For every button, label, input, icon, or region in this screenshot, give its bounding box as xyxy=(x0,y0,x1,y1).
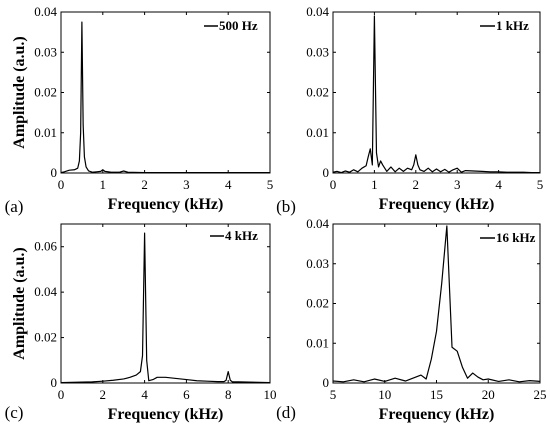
y-tick-label: 0.06 xyxy=(34,239,57,254)
chart-panel-4: 5 10 15 20 25 0 0.01 0.02 0.03 0.04 Frequency (kHz… xyxy=(276,216,546,423)
y-tick-label: 0.03 xyxy=(306,44,329,59)
legend-entry: 500 Hz xyxy=(219,18,258,33)
y-tick-label: 0.01 xyxy=(34,125,57,140)
chart-panel-3: 0 2 4 6 8 10 0 0.02 0.04 0.06 Frequency (kHz) Ampli… xyxy=(5,223,277,423)
y-tick-label: 0 xyxy=(51,165,58,180)
y-tick-label: 0.02 xyxy=(34,85,57,100)
series-line-1 xyxy=(60,21,270,174)
x-axis-label: Frequency (kHz) xyxy=(108,196,224,213)
y-tick-label: 0.04 xyxy=(34,4,57,19)
y-tick-label: 0.04 xyxy=(306,4,329,19)
x-tick-label: 1 xyxy=(100,177,107,192)
x-tick-label: 0 xyxy=(58,387,65,402)
x-axis-label: Frequency (kHz) xyxy=(379,196,495,213)
plot-frame xyxy=(60,11,271,174)
x-axis-label: Frequency (kHz) xyxy=(108,406,224,423)
legend-entry: 4 kHz xyxy=(225,228,258,243)
x-tick-label: 5 xyxy=(537,177,544,192)
panel-label: (b) xyxy=(276,197,296,216)
x-tick-label: 10 xyxy=(264,387,277,402)
x-tick-label: 0 xyxy=(58,177,65,192)
x-tick-label: 15 xyxy=(430,387,443,402)
x-tick-label: 4 xyxy=(141,387,148,402)
x-tick-label: 0 xyxy=(330,177,337,192)
panel-label: (c) xyxy=(5,403,24,422)
y-tick-label: 0.03 xyxy=(34,44,57,59)
y-axis-label: Amplitude (a.u.) xyxy=(11,36,28,148)
x-tick-label: 1 xyxy=(371,177,378,192)
y-tick-label: 0.02 xyxy=(306,296,329,311)
series-line-1 xyxy=(332,15,540,174)
x-tick-label: 2 xyxy=(100,387,107,402)
x-tick-label: 5 xyxy=(267,177,274,192)
plot-frame xyxy=(60,223,271,384)
x-tick-label: 3 xyxy=(454,177,461,192)
x-tick-label: 10 xyxy=(378,387,391,402)
x-tick-label: 4 xyxy=(495,177,502,192)
y-tick-label: 0.02 xyxy=(34,330,57,345)
plot-frame xyxy=(332,11,541,174)
series-line-1 xyxy=(332,225,541,383)
panel-label: (d) xyxy=(276,403,296,422)
y-tick-label: 0.01 xyxy=(306,335,329,350)
x-tick-label: 5 xyxy=(330,387,337,402)
x-tick-label: 4 xyxy=(225,177,232,192)
y-tick-label: 0.04 xyxy=(306,216,329,231)
y-tick-label: 0 xyxy=(323,165,330,180)
y-tick-label: 0.03 xyxy=(306,256,329,271)
plot-frame xyxy=(332,223,541,384)
x-tick-label: 6 xyxy=(183,387,190,402)
x-tick-label: 25 xyxy=(534,387,547,402)
series-line-1 xyxy=(60,232,271,384)
panel-label: (a) xyxy=(5,197,24,216)
y-tick-label: 0.01 xyxy=(306,125,329,140)
x-tick-label: 8 xyxy=(225,387,232,402)
y-tick-label: 0.04 xyxy=(34,284,57,299)
x-tick-label: 20 xyxy=(482,387,495,402)
y-tick-label: 0 xyxy=(51,375,58,390)
x-tick-label: 2 xyxy=(141,177,148,192)
y-tick-label: 0 xyxy=(323,375,330,390)
y-tick-label: 0.02 xyxy=(306,85,329,100)
legend-entry: 16 kHz xyxy=(496,230,536,245)
x-tick-label: 3 xyxy=(183,177,190,192)
chart-panel-1: 0 1 2 3 4 5 0 0.01 0.02 0.03 0.04 Frequency (kHz) Am… xyxy=(5,4,274,216)
legend-entry: 1 kHz xyxy=(496,18,529,33)
chart-panel-2: 0 1 2 3 4 5 0 0.01 0.02 0.03 0.04 Frequency (kHz) 1 … xyxy=(276,4,543,216)
x-tick-label: 2 xyxy=(413,177,420,192)
y-axis-label: Amplitude (a.u.) xyxy=(11,247,28,359)
x-axis-label: Frequency (kHz) xyxy=(379,406,495,423)
